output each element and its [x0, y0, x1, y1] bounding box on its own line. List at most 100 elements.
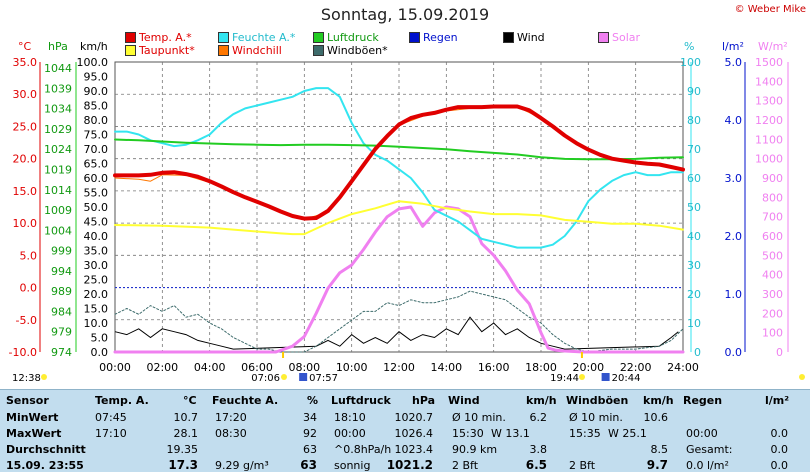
humidity-tick-label: 30: [687, 259, 701, 272]
sun-icon: [799, 374, 805, 380]
header-gust-unit: km/h: [643, 394, 674, 407]
header-gust: Windböen: [566, 394, 629, 407]
wind-tick-label: 70.0: [84, 143, 109, 156]
marker-label: 12:38: [12, 373, 41, 384]
series-luftdruck: [114, 138, 684, 161]
table-cell: MaxWert: [6, 427, 62, 440]
table-cell: 18:10: [334, 411, 366, 424]
legend-swatch: [218, 45, 229, 56]
humidity-axis-unit: %: [684, 40, 695, 53]
table-cell: 63: [300, 458, 317, 472]
legend-swatch: [125, 32, 136, 43]
legend-swatch: [598, 32, 609, 43]
pressure-tick-label: 984: [51, 305, 72, 318]
wind-tick-label: 0.0: [91, 346, 109, 359]
table-cell: 17.3: [168, 458, 198, 472]
stats-table: Sensor Temp. A. °C Feuchte A. % Luftdruc…: [0, 389, 810, 472]
series-solar: [113, 205, 685, 354]
header-pressure: Luftdruck: [331, 394, 391, 407]
solar-tick-label: 800: [762, 191, 783, 204]
wind-tick-label: 15.0: [84, 303, 109, 316]
legend-label: Feuchte A.*: [232, 31, 296, 44]
x-tick-label: 14:00: [430, 361, 462, 374]
solar-tick-label: 1100: [755, 133, 783, 146]
legend-item-pressure[interactable]: Luftdruck: [313, 31, 379, 44]
legend-swatch: [313, 32, 324, 43]
table-cell: 8.5: [650, 443, 669, 456]
table-cell: 10.6: [643, 411, 669, 424]
legend-item-dewpoint[interactable]: Taupunkt*: [125, 44, 195, 57]
solar-tick-label: 300: [762, 288, 783, 301]
legend-item-rain[interactable]: Regen: [409, 31, 458, 44]
table-cell: 0.0 l/m²: [686, 459, 729, 472]
table-cell: 63: [303, 443, 317, 456]
legend-label: Windböen*: [327, 44, 388, 57]
wind-tick-label: 25.0: [84, 274, 109, 287]
humidity-tick-label: 10: [687, 317, 701, 330]
series-temp-a: [113, 104, 685, 221]
temp-tick-label: 15.0: [13, 185, 38, 198]
moon-icon: [299, 373, 308, 381]
header-wind-unit: km/h: [526, 394, 557, 407]
humidity-tick-label: 0: [694, 346, 701, 359]
table-cell: Gesamt:: [686, 443, 733, 456]
wind-tick-label: 80.0: [84, 114, 109, 127]
legend-item-wind[interactable]: Wind: [503, 31, 545, 44]
wind-tick-label: 75.0: [84, 129, 109, 142]
pressure-tick-label: 999: [51, 245, 72, 258]
table-cell: 1023.4: [394, 443, 434, 456]
temp-axis-unit: °C: [18, 40, 32, 53]
legend-item-windchill[interactable]: Windchill: [218, 44, 282, 57]
legend-label: Temp. A.*: [139, 31, 192, 44]
table-cell: MinWert: [6, 411, 59, 424]
table-cell: 08:30: [215, 427, 247, 440]
wind-tick-label: 65.0: [84, 158, 109, 171]
wind-tick-label: 35.0: [84, 245, 109, 258]
wind-tick-label: 60.0: [84, 172, 109, 185]
legend-swatch: [503, 32, 514, 43]
header-rain-unit: l/m²: [765, 394, 790, 407]
humidity-tick-label: 40: [687, 230, 701, 243]
x-tick-label: 24:00: [667, 361, 699, 374]
wind-axis-unit: km/h: [80, 40, 108, 53]
legend-item-solar[interactable]: Solar: [598, 31, 640, 44]
solar-tick-label: 600: [762, 230, 783, 243]
humidity-tick-label: 80: [687, 114, 701, 127]
wind-tick-label: 55.0: [84, 187, 109, 200]
table-cell: 0.0: [770, 427, 789, 440]
wind-tick-label: 40.0: [84, 230, 109, 243]
wind-tick-label: 85.0: [84, 100, 109, 113]
legend-label: Luftdruck: [327, 31, 379, 44]
table-cell: 1020.7: [394, 411, 434, 424]
rain-tick-label: 0.0: [725, 346, 743, 359]
table-cell: 28.1: [173, 427, 199, 440]
table-cell: 15.09. 23:55: [6, 459, 84, 472]
wind-tick-label: 30.0: [84, 259, 109, 272]
legend-item-temp[interactable]: Temp. A.*: [125, 31, 192, 44]
table-cell: 9.29 g/m³: [215, 459, 269, 472]
wind-tick-label: 5.0: [91, 332, 109, 345]
pressure-tick-label: 1004: [44, 224, 72, 237]
rain-tick-label: 5.0: [725, 56, 743, 69]
legend-item-humidity[interactable]: Feuchte A.*: [218, 31, 295, 44]
solar-tick-label: 500: [762, 249, 783, 262]
solar-axis-unit: W/m²: [758, 40, 788, 53]
pressure-tick-label: 1009: [44, 204, 72, 217]
x-tick-label: 16:00: [478, 361, 510, 374]
solar-tick-label: 1500: [755, 56, 783, 69]
solar-tick-label: 400: [762, 269, 783, 282]
humidity-tick-label: 60: [687, 172, 701, 185]
legend-item-gusts[interactable]: Windböen*: [313, 44, 388, 57]
rain-tick-label: 4.0: [725, 114, 743, 127]
sun-icon: [579, 374, 585, 380]
pressure-axis-unit: hPa: [48, 40, 68, 53]
solar-tick-label: 0: [776, 346, 783, 359]
table-cell: W 13.1: [491, 427, 530, 440]
x-tick-label: 02:00: [146, 361, 178, 374]
wind-bars: [114, 316, 679, 350]
page-title: Sonntag, 15.09.2019: [320, 5, 490, 24]
sun-markers: 07:06 07:57 19:44 20:44 12:38: [12, 352, 805, 384]
legend-swatch: [409, 32, 420, 43]
table-cell: 0.0: [770, 443, 789, 456]
x-tick-label: 08:00: [288, 361, 320, 374]
